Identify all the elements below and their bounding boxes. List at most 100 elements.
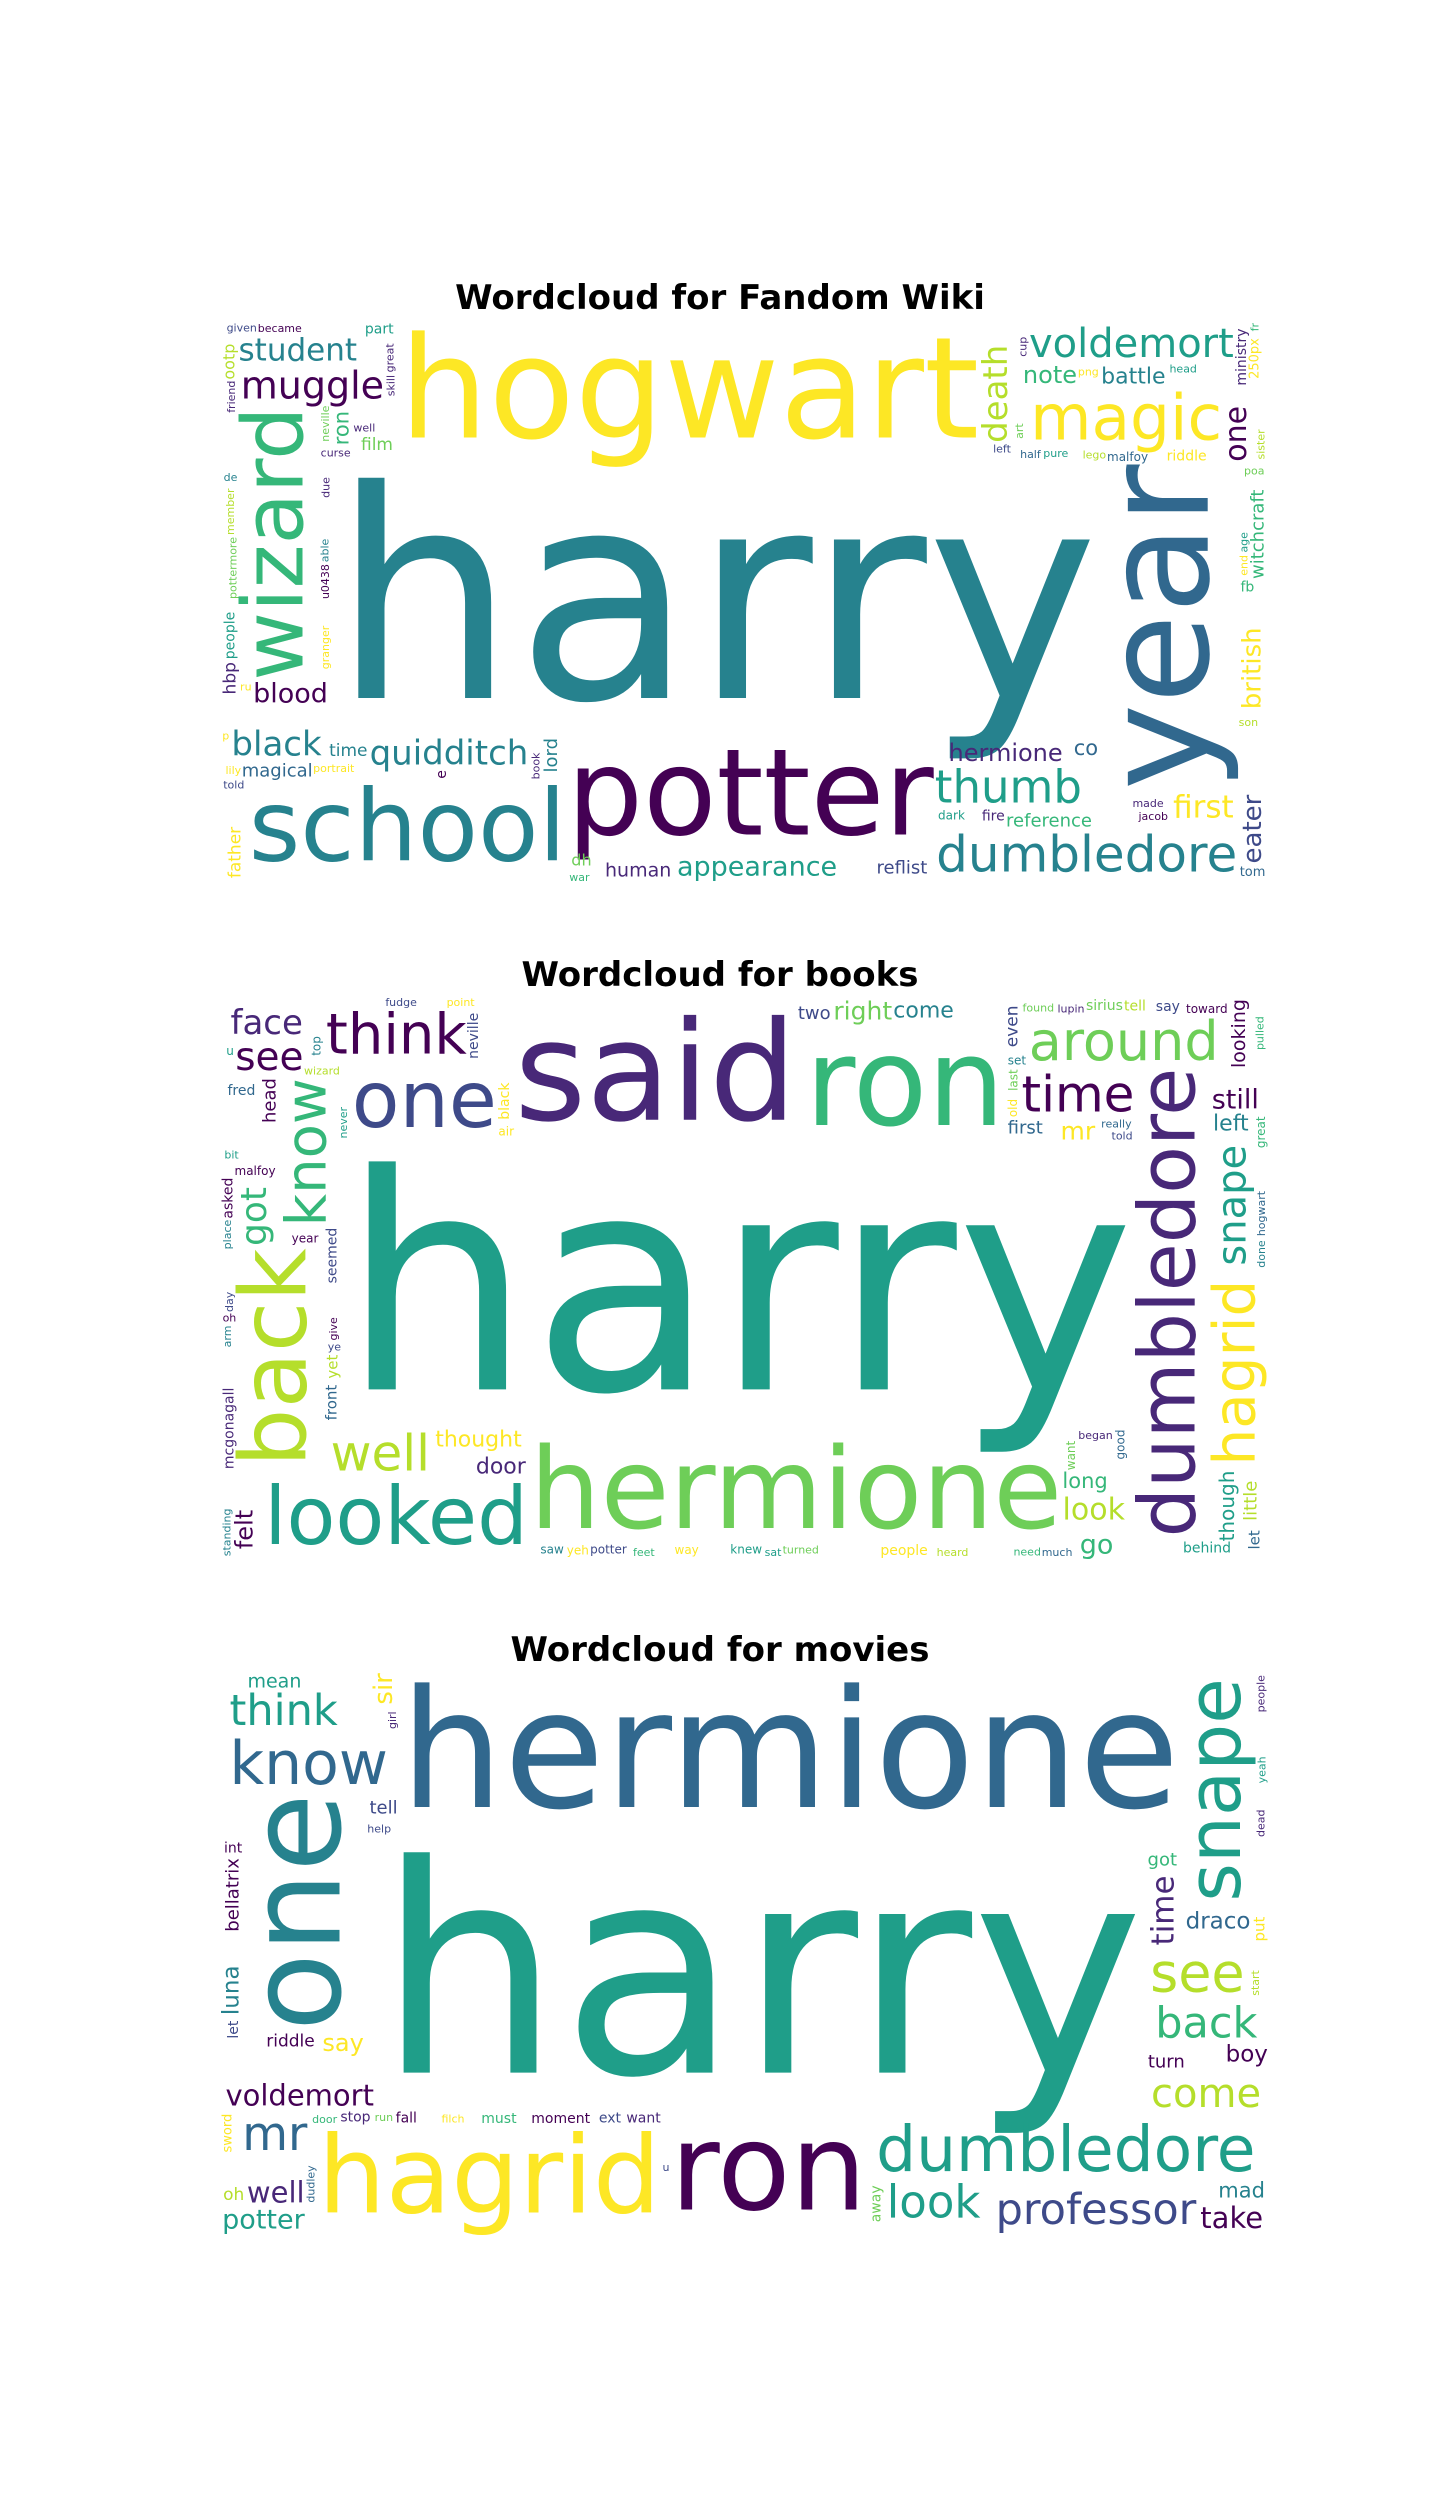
- word-student: student: [239, 332, 358, 368]
- word-say: say: [1156, 999, 1180, 1015]
- word-time: time: [329, 741, 367, 761]
- word-oh: oh: [223, 1312, 237, 1325]
- word-say: say: [322, 2029, 363, 2057]
- word-ext: ext: [599, 2111, 622, 2127]
- word-u0438: u0438: [319, 564, 332, 599]
- word-potter: potter: [567, 725, 935, 864]
- word-good: good: [1114, 1430, 1128, 1460]
- word-co: co: [1074, 736, 1098, 760]
- chart-title: Wordcloud for movies: [510, 1630, 930, 1670]
- word-never: never: [337, 1106, 350, 1138]
- word-time: time: [1021, 1066, 1134, 1124]
- word-magic: magic: [1030, 382, 1222, 455]
- word-little: little: [1240, 1481, 1261, 1521]
- word-girl: girl: [386, 1711, 399, 1729]
- word-neville: neville: [319, 405, 332, 441]
- word-people: people: [222, 612, 238, 659]
- word-fudge: fudge: [385, 996, 417, 1009]
- word-fr: fr: [1249, 322, 1262, 331]
- word-face: face: [231, 1003, 303, 1043]
- word-fb: fb: [1240, 580, 1254, 596]
- word-done: done: [1255, 1240, 1268, 1268]
- word-granger: granger: [319, 625, 332, 669]
- word-point: point: [447, 996, 476, 1009]
- word-potter: potter: [590, 1542, 627, 1556]
- word-lord: lord: [541, 738, 562, 773]
- word-note: note: [1023, 361, 1077, 389]
- word-bellatrix: bellatrix: [223, 1858, 244, 1932]
- word-run: run: [375, 2111, 393, 2124]
- word-think: think: [230, 1686, 338, 1736]
- word-reflist: reflist: [877, 858, 928, 879]
- word-muggle: muggle: [241, 363, 384, 407]
- word-need: need: [1013, 1546, 1041, 1559]
- word-even: even: [1003, 1005, 1023, 1047]
- word-first: first: [1008, 1118, 1043, 1139]
- word-let: let: [226, 2020, 242, 2039]
- word-british: british: [1237, 627, 1267, 709]
- word-son: son: [1239, 716, 1258, 729]
- word-back: back: [221, 1248, 328, 1467]
- word-dh: dh: [571, 850, 591, 869]
- word-standing: standing: [220, 1509, 233, 1557]
- word-lily: lily: [226, 764, 242, 777]
- word-sister: sister: [1255, 429, 1268, 460]
- word-pulled: pulled: [1254, 1016, 1267, 1050]
- word-got: got: [1148, 1850, 1178, 1871]
- word-ye: ye: [328, 1340, 342, 1353]
- word-told: told: [1112, 1129, 1133, 1142]
- word-thumb: thumb: [935, 761, 1082, 814]
- word-right: right: [833, 996, 892, 1025]
- word-film: film: [361, 435, 393, 455]
- word-ron: ron: [329, 411, 353, 445]
- word-tom: tom: [1240, 865, 1266, 880]
- word-asked: asked: [220, 1178, 236, 1219]
- word-friend: friend: [225, 381, 238, 413]
- word-hermione: hermione: [949, 739, 1063, 767]
- word-war: war: [569, 871, 590, 884]
- word-e: e: [434, 770, 450, 779]
- word-part: part: [365, 321, 394, 337]
- word-luna: luna: [220, 1965, 245, 2015]
- word-come: come: [1151, 2071, 1261, 2117]
- word-want: want: [1064, 1440, 1078, 1470]
- word-member: member: [224, 488, 237, 535]
- word-really: really: [1101, 1117, 1132, 1130]
- word-art: art: [1013, 423, 1026, 439]
- word-still: still: [1212, 1084, 1259, 1115]
- word-hogwart: hogwart: [1255, 1190, 1268, 1236]
- word-dudley: dudley: [305, 2165, 318, 2203]
- word-riddle: riddle: [1167, 448, 1207, 464]
- wordcloud-canvas: harry potter hogwart school year wizard dumble…: [220, 320, 1270, 885]
- word-think: think: [326, 1002, 468, 1067]
- word-top: top: [310, 1036, 324, 1056]
- word-sat: sat: [765, 1546, 782, 1559]
- wordcloud-canvas: harry hermione ron dumbledore hagrid one know s…: [220, 1670, 1270, 2235]
- word-year: year: [292, 1231, 319, 1245]
- word-ootp: ootp: [220, 344, 239, 380]
- word-old: old: [1006, 1099, 1020, 1117]
- chart-title: Wordcloud for books: [521, 955, 919, 995]
- word-arm: arm: [221, 1326, 234, 1348]
- word-great: great: [1254, 1116, 1268, 1148]
- word-heard: heard: [937, 1546, 969, 1559]
- word-door: door: [312, 2113, 337, 2126]
- word-away: away: [869, 2185, 885, 2222]
- word-eater: eater: [1238, 794, 1268, 863]
- word-tell: tell: [1124, 998, 1146, 1014]
- word-dumbledore: dumbledore: [936, 826, 1237, 884]
- word-much: much: [1042, 1546, 1073, 1559]
- word-got: got: [234, 1187, 275, 1246]
- word-wizard: wizard: [304, 1065, 340, 1078]
- word-age: age: [1238, 532, 1251, 553]
- word-way: way: [675, 1543, 699, 1557]
- word-put: put: [1250, 1916, 1268, 1941]
- word-moment: moment: [531, 2111, 590, 2127]
- word-quidditch: quidditch: [370, 733, 529, 773]
- word-knew: knew: [730, 1543, 762, 1557]
- word-portrait: portrait: [313, 762, 355, 775]
- word-u: u: [226, 1044, 234, 1058]
- word-voldemort: voldemort: [1029, 321, 1234, 367]
- word-malfoy: malfoy: [235, 1164, 276, 1178]
